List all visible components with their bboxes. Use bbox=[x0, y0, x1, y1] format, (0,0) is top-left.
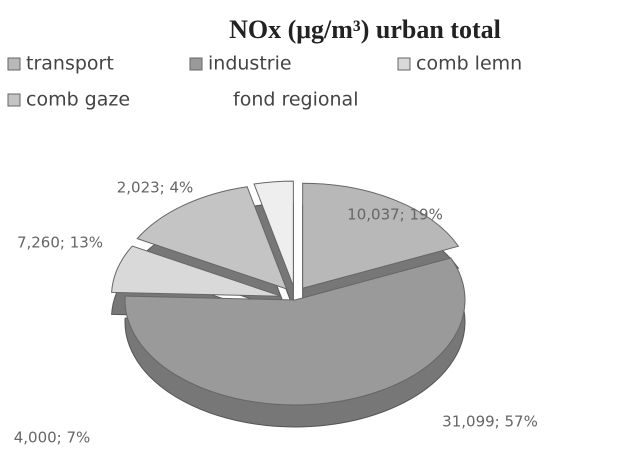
data-label: 4,000; 7% bbox=[14, 429, 91, 447]
slice bbox=[124, 257, 466, 406]
chart-title: NOx (μg/m³) urban total bbox=[229, 15, 501, 44]
legend-label: industrie bbox=[208, 53, 292, 75]
data-label: 7,260; 13% bbox=[17, 234, 103, 252]
legend-label: comb lemn bbox=[416, 53, 522, 75]
legend-label: transport bbox=[26, 53, 114, 75]
slice bbox=[111, 245, 282, 297]
data-label: 31,099; 57% bbox=[442, 413, 538, 431]
legend-label: comb gaze bbox=[26, 89, 130, 111]
data-label: 10,037; 19% bbox=[347, 206, 443, 224]
legend-label: fond regional bbox=[233, 89, 358, 111]
legend-swatch bbox=[7, 57, 21, 71]
slice bbox=[253, 180, 294, 287]
slice bbox=[136, 186, 288, 290]
slice bbox=[302, 182, 460, 289]
legend-swatch bbox=[7, 93, 21, 107]
data-label: 2,023; 4% bbox=[117, 179, 194, 197]
legend-swatch bbox=[189, 57, 203, 71]
legend-swatch bbox=[397, 57, 411, 71]
